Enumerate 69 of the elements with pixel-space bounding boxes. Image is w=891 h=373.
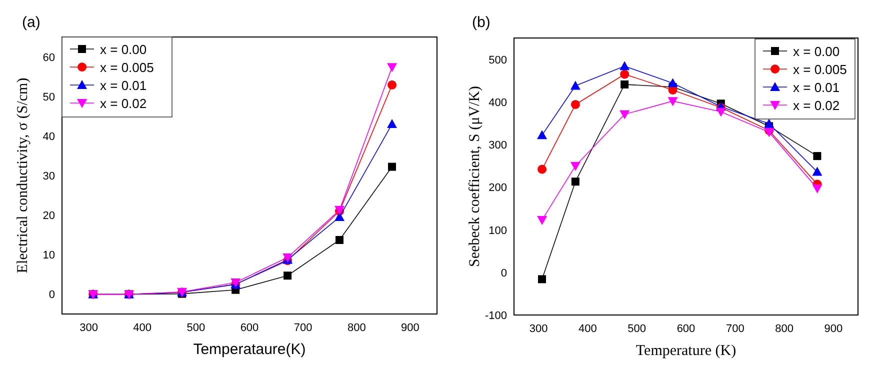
point (387, 63, 397, 72)
point (538, 275, 546, 284)
point (334, 212, 344, 222)
point (570, 80, 580, 90)
y-tick-label: 500 (488, 54, 507, 66)
point (570, 162, 580, 171)
point (813, 152, 822, 160)
x-tick-label: 300 (80, 322, 98, 334)
point (538, 164, 547, 174)
y-tick-label: 400 (488, 96, 507, 109)
point (336, 236, 344, 244)
x-tick-label: 400 (133, 322, 152, 334)
point (537, 130, 548, 140)
x-axis-title: Temperataure(K) (193, 341, 306, 358)
point (388, 80, 396, 90)
y-axis-title: Electrical conductivity, σ (S/cm) (15, 78, 31, 274)
y-tick-label: 50 (42, 91, 55, 104)
y-tick-label: 10 (42, 250, 55, 262)
point (284, 272, 292, 280)
point (570, 100, 580, 109)
chart-title: (a) (22, 14, 40, 31)
point (668, 97, 678, 106)
y-tick-label: 20 (42, 210, 55, 222)
legend-label: x = 0.005 (100, 60, 154, 75)
y-tick-label: 100 (488, 224, 507, 237)
x-tick-label: 500 (628, 323, 646, 335)
point (716, 108, 726, 117)
chart-title: (b) (472, 14, 490, 31)
point (387, 119, 397, 128)
point (620, 70, 630, 79)
x-tick-label: 500 (186, 322, 206, 334)
x-tick-label: 400 (578, 323, 597, 335)
y-tick-label: 200 (488, 182, 507, 194)
point (812, 184, 822, 194)
legend-label: x = 0.02 (793, 98, 840, 113)
point (668, 78, 678, 88)
point (764, 128, 774, 138)
point (620, 61, 630, 70)
x-tick-label: 900 (824, 323, 843, 335)
y-tick-label: 0 (500, 267, 507, 280)
point (620, 110, 630, 120)
y-tick-label: 300 (488, 140, 507, 152)
x-tick-label: 800 (347, 322, 366, 334)
x-tick-label: 900 (401, 322, 420, 334)
x-tick-label: 700 (726, 323, 744, 335)
point (812, 166, 822, 176)
y-axis-title: Seebeck coefficient, S (μV/K) (467, 86, 483, 268)
x-tick-label: 700 (294, 322, 312, 334)
y-tick-label: 60 (42, 52, 55, 64)
x-tick-label: 800 (775, 323, 794, 335)
x-axis-title: Temperature (K) (636, 343, 736, 359)
point (388, 162, 396, 171)
y-tick-label: 30 (42, 170, 55, 182)
y-tick-label: 0 (48, 289, 55, 302)
x-tick-label: 600 (676, 323, 696, 335)
legend-label: x = 0.01 (793, 80, 840, 95)
y-tick-label: -100 (484, 310, 507, 322)
point (764, 118, 774, 128)
legend-label: x = 0.00 (100, 42, 147, 57)
x-tick-label: 600 (240, 322, 259, 334)
legend-label: x = 0.00 (793, 44, 840, 59)
legend-label: x = 0.01 (100, 78, 147, 93)
y-tick-label: 40 (42, 130, 55, 143)
legend-label: x = 0.02 (100, 96, 147, 111)
x-tick-label: 300 (529, 323, 548, 335)
point (537, 216, 548, 225)
point (620, 80, 629, 88)
point (571, 178, 580, 186)
legend-label: x = 0.005 (793, 62, 847, 77)
